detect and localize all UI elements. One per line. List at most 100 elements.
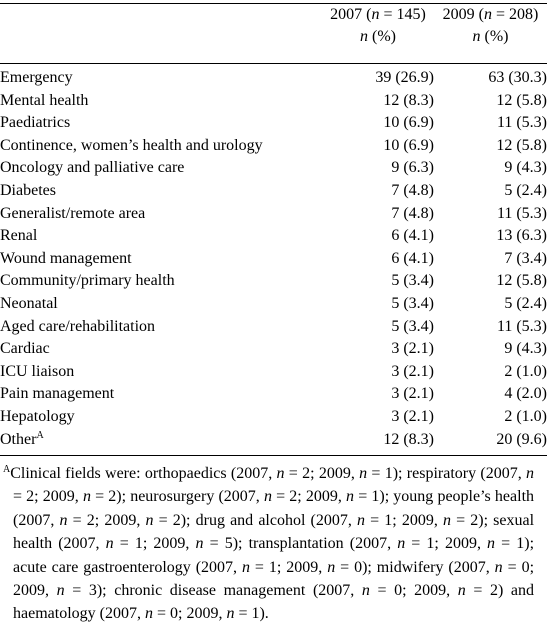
table-row: Diabetes 7 (4.8) 5 (2.4)	[0, 180, 547, 203]
row-value-2007: 3 (2.1)	[391, 385, 434, 403]
table-row: Continence, women’s health and urology 10…	[0, 135, 547, 158]
row-value-2009: 11 (5.3)	[496, 317, 547, 335]
row-field-label: Aged care/rehabilitation	[0, 317, 156, 335]
row-field-label: Hepatology	[0, 407, 75, 425]
row-field-label: Diabetes	[0, 181, 56, 199]
row-field-label: Wound management	[0, 249, 132, 267]
row-field: Renal	[0, 225, 322, 248]
row-value-2009: 12 (5.8)	[496, 136, 547, 154]
row-field: Generalist/remote area	[0, 203, 322, 226]
table-row: Wound management 6 (4.1) 7 (3.4)	[0, 248, 547, 271]
row-value-2007: 12 (8.3)	[383, 91, 434, 109]
top-rule	[0, 3, 547, 4]
header-2007-pct: (%)	[372, 28, 396, 45]
row-field: Continence, women’s health and urology	[0, 135, 322, 158]
row-field-label: Neonatal	[0, 294, 58, 312]
row-field: Paediatrics	[0, 112, 322, 135]
row-value-2007: 5 (3.4)	[391, 294, 434, 312]
header-2007-n: n	[371, 6, 380, 23]
row-value-2009: 7 (3.4)	[504, 249, 547, 267]
row-field: Hepatology	[0, 406, 322, 429]
row-value-2007: 6 (4.1)	[391, 227, 434, 245]
row-value-2007: 39 (26.9)	[375, 69, 434, 86]
row-field: Oncology and palliative care	[0, 157, 322, 180]
table-row: Oncology and palliative care 9 (6.3) 9 (4.…	[0, 157, 547, 180]
footnote-text: Clinical fields were: orthopaedics (2007…	[10, 465, 535, 623]
row-value-2009: 63 (30.3)	[488, 69, 547, 86]
header-2007-count: 145	[396, 6, 421, 23]
table-row: Paediatrics 10 (6.9) 11 (5.3)	[0, 112, 547, 135]
header-2009-n2: n	[472, 28, 481, 45]
row-value-2007: 12 (8.3)	[383, 430, 434, 448]
row-field-label: Renal	[0, 227, 38, 245]
header-2009: 2009 (n = 208) n (%)	[442, 6, 539, 45]
table-body: Emergency 39 (26.9) 63 (30.3) Mental health…	[0, 63, 547, 451]
row-value-2007: 5 (3.4)	[391, 317, 434, 335]
row-field-label: Emergency	[0, 69, 73, 86]
row-value-2009: 5 (2.4)	[504, 181, 547, 199]
footnote-line: AClinical fields were: orthopaedics (200…	[3, 462, 534, 626]
table-row: Cardiac 3 (2.1) 9 (4.3)	[0, 338, 547, 361]
table-row: Community/primary health 5 (3.4) 12 (5.8)	[0, 270, 547, 293]
row-field: OtherA	[0, 429, 322, 452]
row-value-2009: 9 (4.3)	[504, 340, 547, 358]
clinical-fields-table: 2007 (n = 145) n (%) 2009 (n = 208) n (%…	[0, 4, 547, 451]
header-2009-n: n	[483, 6, 492, 23]
row-field: Diabetes	[0, 180, 322, 203]
row-field-superscript: A	[36, 429, 44, 441]
row-field: Mental health	[0, 90, 322, 113]
table-row: OtherA 12 (8.3) 20 (9.6)	[0, 429, 547, 452]
row-value-2007: 7 (4.8)	[391, 204, 434, 222]
row-value-2007: 10 (6.9)	[383, 136, 434, 154]
row-field: Community/primary health	[0, 270, 322, 293]
row-field: Cardiac	[0, 338, 322, 361]
row-value-2007: 10 (6.9)	[383, 114, 434, 132]
header-2007-year: 2007	[330, 6, 363, 23]
row-value-2007: 9 (6.3)	[391, 159, 434, 177]
header-2009-year: 2009	[442, 6, 475, 23]
header-field-blank	[0, 4, 322, 63]
row-value-2009: 13 (6.3)	[496, 227, 547, 245]
header-row: 2007 (n = 145) n (%) 2009 (n = 208) n (%…	[0, 4, 547, 63]
row-value-2009: 11 (5.3)	[496, 114, 547, 132]
row-value-2009: 12 (5.8)	[496, 272, 547, 290]
row-field-label: Oncology and palliative care	[0, 159, 185, 177]
row-value-2009: 4 (2.0)	[504, 385, 547, 403]
table-row: Renal 6 (4.1) 13 (6.3)	[0, 225, 547, 248]
row-value-2009: 2 (1.0)	[504, 362, 547, 380]
table-row: Neonatal 5 (3.4) 5 (2.4)	[0, 293, 547, 316]
row-value-2009: 11 (5.3)	[496, 204, 547, 222]
footnote-marker: A	[3, 464, 11, 475]
row-field-label: Mental health	[0, 91, 89, 109]
row-field: Aged care/rehabilitation	[0, 316, 322, 339]
table-row: Pain management 3 (2.1) 4 (2.0)	[0, 383, 547, 406]
table-row: Aged care/rehabilitation 5 (3.4) 11 (5.3)	[0, 316, 547, 339]
row-field-label: Generalist/remote area	[0, 204, 146, 222]
bottom-rule	[0, 455, 547, 456]
row-field: Wound management	[0, 248, 322, 271]
table-row: Emergency 39 (26.9) 63 (30.3)	[0, 67, 547, 90]
table-row: Hepatology 3 (2.1) 2 (1.0)	[0, 406, 547, 429]
header-rule	[0, 63, 547, 64]
row-value-2007: 5 (3.4)	[391, 272, 434, 290]
header-2009-count: 208	[509, 6, 534, 23]
row-value-2007: 7 (4.8)	[391, 181, 434, 199]
table-row: Generalist/remote area 7 (4.8) 11 (5.3)	[0, 203, 547, 226]
row-field-label: Other	[0, 430, 37, 448]
table-row: ICU liaison 3 (2.1) 2 (1.0)	[0, 361, 547, 384]
row-value-2007: 3 (2.1)	[391, 340, 434, 358]
row-field-label: Cardiac	[0, 340, 50, 358]
row-field-label: Paediatrics	[0, 114, 71, 132]
row-field: ICU liaison	[0, 361, 322, 384]
footnote: AClinical fields were: orthopaedics (200…	[3, 462, 534, 626]
row-field: Neonatal	[0, 293, 322, 316]
row-field: Pain management	[0, 383, 322, 406]
row-field-label: Community/primary health	[0, 272, 175, 290]
row-value-2009: 20 (9.6)	[496, 430, 547, 448]
row-field-label: Continence, women’s health and urology	[0, 136, 263, 154]
row-value-2009: 9 (4.3)	[504, 159, 547, 177]
table-row: Mental health 12 (8.3) 12 (5.8)	[0, 90, 547, 113]
row-value-2007: 6 (4.1)	[391, 249, 434, 267]
header-2007: 2007 (n = 145) n (%)	[330, 6, 426, 45]
